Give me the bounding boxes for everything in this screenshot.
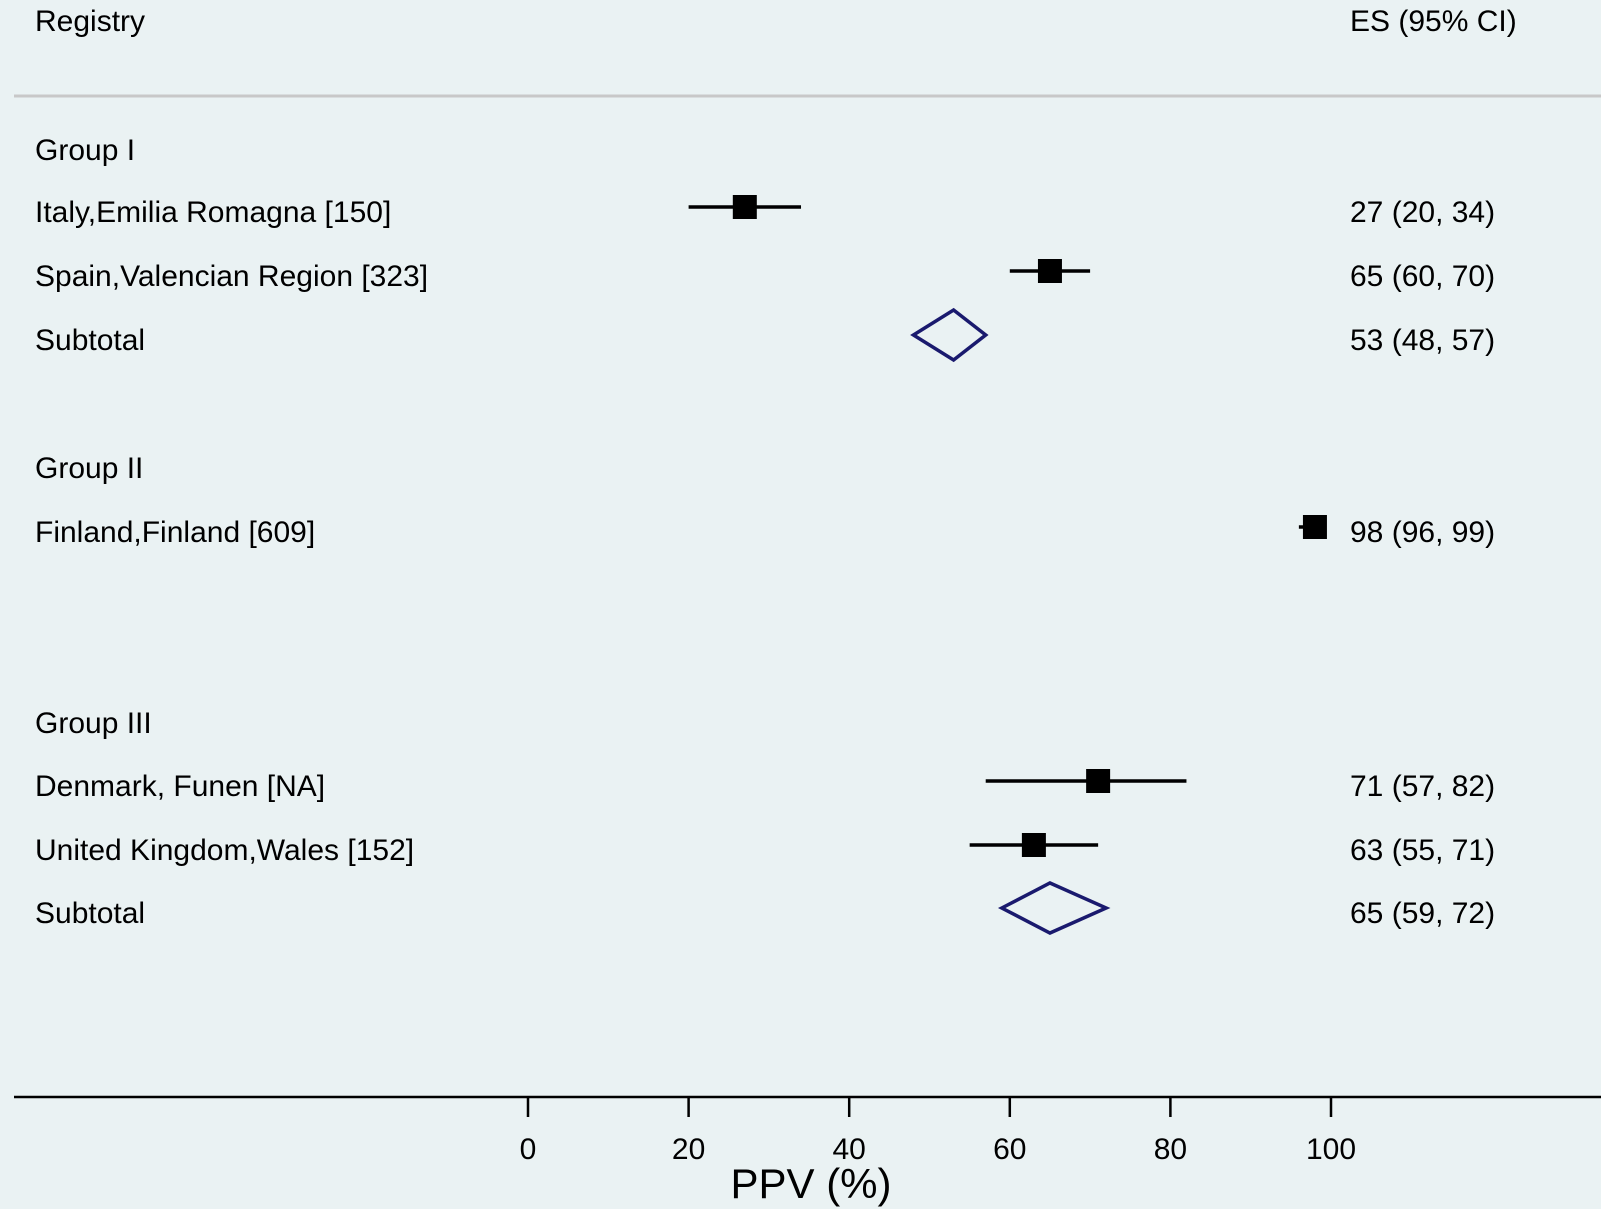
x-axis-title: PPV (%)	[730, 1160, 891, 1207]
header-registry: Registry	[35, 5, 145, 38]
study-label-1: Spain,Valencian Region [323]	[35, 260, 428, 293]
x-tick-label-2: 40	[833, 1133, 866, 1166]
subtotal-es-text-0: 53 (48, 57)	[1350, 324, 1495, 357]
study-es-text-4: 63 (55, 71)	[1350, 834, 1495, 867]
subtotal-diamond-1	[997, 881, 1111, 935]
subtotal-label-1: Subtotal	[35, 897, 145, 930]
study-marker-1	[1037, 259, 1062, 283]
rows-layer: Group I Italy,Emilia Romagna [150] 27 (20,…	[35, 134, 1495, 935]
study-label-0: Italy,Emilia Romagna [150]	[35, 196, 391, 229]
x-axis-ticks: 0 20 40 60 80 100	[520, 1097, 1356, 1166]
study-marker-2	[1302, 515, 1327, 539]
header-es-ci: ES (95% CI)	[1350, 5, 1517, 38]
group-label-2: Group III	[35, 707, 152, 740]
group-label-1: Group II	[35, 452, 143, 485]
study-marker-0	[732, 195, 757, 219]
study-label-3: Denmark, Funen [NA]	[35, 770, 325, 803]
study-label-4: United Kingdom,Wales [152]	[35, 834, 414, 867]
study-es-text-2: 98 (96, 99)	[1350, 516, 1495, 549]
subtotal-es-text-1: 65 (59, 72)	[1350, 897, 1495, 930]
subtotal-label-0: Subtotal	[35, 324, 145, 357]
study-es-text-3: 71 (57, 82)	[1350, 770, 1495, 803]
study-es-text-0: 27 (20, 34)	[1350, 196, 1495, 229]
x-tick-label-1: 20	[672, 1133, 705, 1166]
x-tick-label-4: 80	[1154, 1133, 1187, 1166]
study-label-2: Finland,Finland [609]	[35, 516, 315, 549]
x-tick-label-3: 60	[993, 1133, 1026, 1166]
subtotal-diamond-0	[910, 307, 989, 363]
group-label-0: Group I	[35, 134, 135, 167]
study-marker-3	[1086, 769, 1111, 793]
x-tick-label-0: 0	[520, 1133, 537, 1166]
study-marker-4	[1021, 833, 1046, 857]
x-tick-label-5: 100	[1306, 1133, 1356, 1166]
study-es-text-1: 65 (60, 70)	[1350, 260, 1495, 293]
